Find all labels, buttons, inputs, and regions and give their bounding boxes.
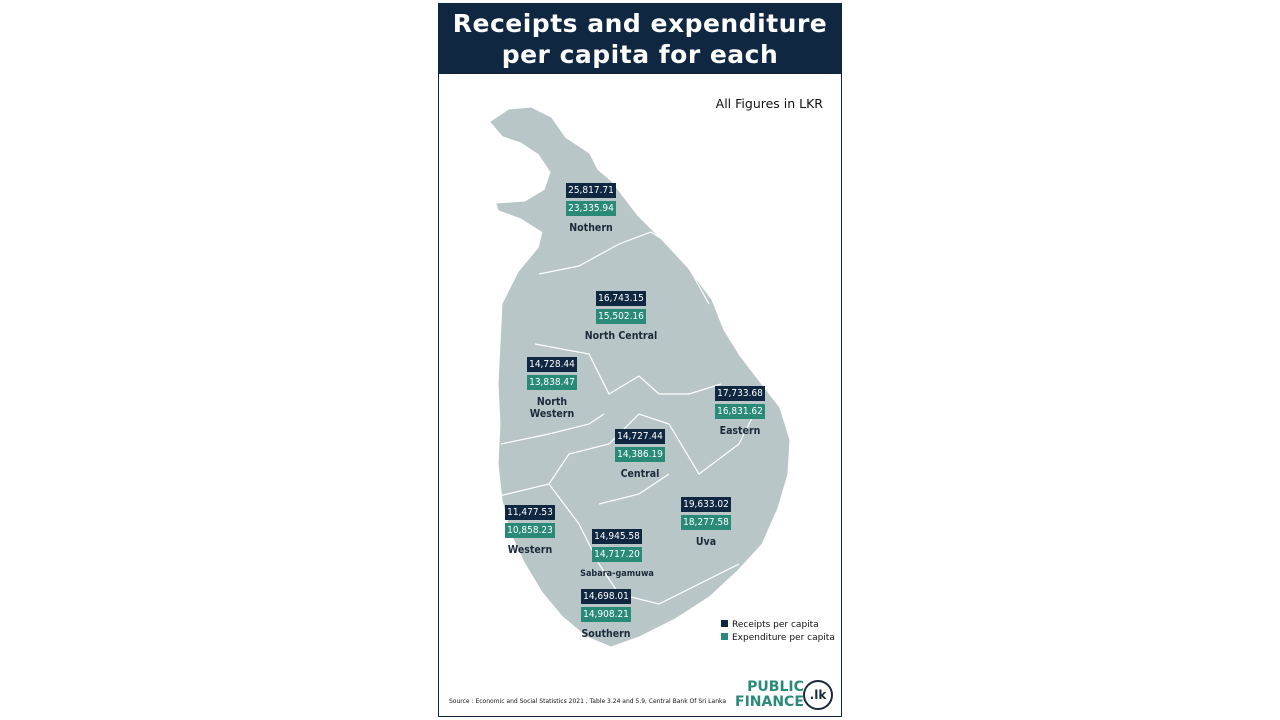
source: Source : Economic and Social Statistics … bbox=[449, 698, 727, 705]
province-name: Western bbox=[507, 544, 553, 556]
receipts-label: 14,945.58 bbox=[592, 529, 642, 544]
expenditure-label: 18,277.58 bbox=[681, 515, 731, 530]
province-name: Central bbox=[620, 468, 660, 480]
province-name: Nothern bbox=[569, 222, 613, 234]
expenditure-label: 13,838.47 bbox=[527, 375, 577, 390]
province: 14,727.44 14,386.19 Central bbox=[580, 429, 700, 480]
logo-text: FINANCE bbox=[735, 694, 804, 710]
expenditure-label: 15,502.16 bbox=[596, 309, 646, 324]
expenditure-label: 14,717.20 bbox=[592, 547, 642, 562]
unit-note: All Figures in LKR bbox=[715, 96, 823, 111]
legend-item: Receipts per capita bbox=[721, 619, 835, 632]
expenditure-label: 23,335.94 bbox=[566, 201, 616, 216]
receipts-label: 14,727.44 bbox=[615, 429, 665, 444]
legend-label: Expenditure per capita bbox=[732, 633, 835, 643]
receipts-label: 14,728.44 bbox=[527, 357, 577, 372]
expenditure-label: 14,908.21 bbox=[581, 607, 631, 622]
receipts-label: 25,817.71 bbox=[566, 183, 616, 198]
expenditure-label: 16,831.62 bbox=[715, 404, 765, 419]
title-line: Receipts and expenditure bbox=[452, 9, 828, 38]
logo: PUBLIC FINANCE bbox=[735, 680, 804, 710]
title-line: per capita for each province bbox=[501, 40, 779, 100]
receipts-label: 11,477.53 bbox=[505, 505, 555, 520]
receipts-label: 16,743.15 bbox=[596, 291, 646, 306]
logo-badge: .lk bbox=[803, 680, 833, 710]
province: 17,733.68 16,831.62 Eastern bbox=[680, 386, 800, 437]
province: 19,633.02 18,277.58 Uva bbox=[646, 497, 766, 548]
province: 16,743.15 15,502.16 North Central bbox=[561, 291, 681, 342]
expenditure-label: 14,386.19 bbox=[615, 447, 665, 462]
province-name: Eastern bbox=[719, 425, 761, 437]
expenditure-label: 10,858.23 bbox=[505, 523, 555, 538]
province: 14,945.58 14,717.20 Sabara-gamuwa bbox=[557, 529, 677, 580]
logo-text: PUBLIC bbox=[747, 679, 804, 695]
legend: Receipts per capita Expenditure per capi… bbox=[721, 619, 835, 645]
receipts-label: 19,633.02 bbox=[681, 497, 731, 512]
province: 14,698.01 14,908.21 Southern bbox=[546, 589, 666, 640]
province-name: Southern bbox=[581, 628, 631, 640]
province-name: Sabara-gamuwa bbox=[580, 569, 654, 579]
province: 11,477.53 10,858.23 Western bbox=[470, 505, 590, 556]
province: 14,728.44 13,838.47 North Western bbox=[492, 357, 612, 420]
receipts-label: 14,698.01 bbox=[581, 589, 631, 604]
province: 25,817.71 23,335.94 Nothern bbox=[531, 183, 651, 234]
legend-label: Receipts per capita bbox=[732, 620, 819, 630]
province-name: North Central bbox=[584, 330, 658, 342]
header: Receipts and expenditure per capita for … bbox=[439, 4, 841, 100]
legend-item: Expenditure per capita bbox=[721, 632, 835, 645]
province-name: North Western bbox=[529, 396, 575, 420]
infographic: Receipts and expenditure per capita for … bbox=[438, 3, 842, 717]
receipts-label: 17,733.68 bbox=[715, 386, 765, 401]
province-name: Uva bbox=[695, 536, 717, 548]
